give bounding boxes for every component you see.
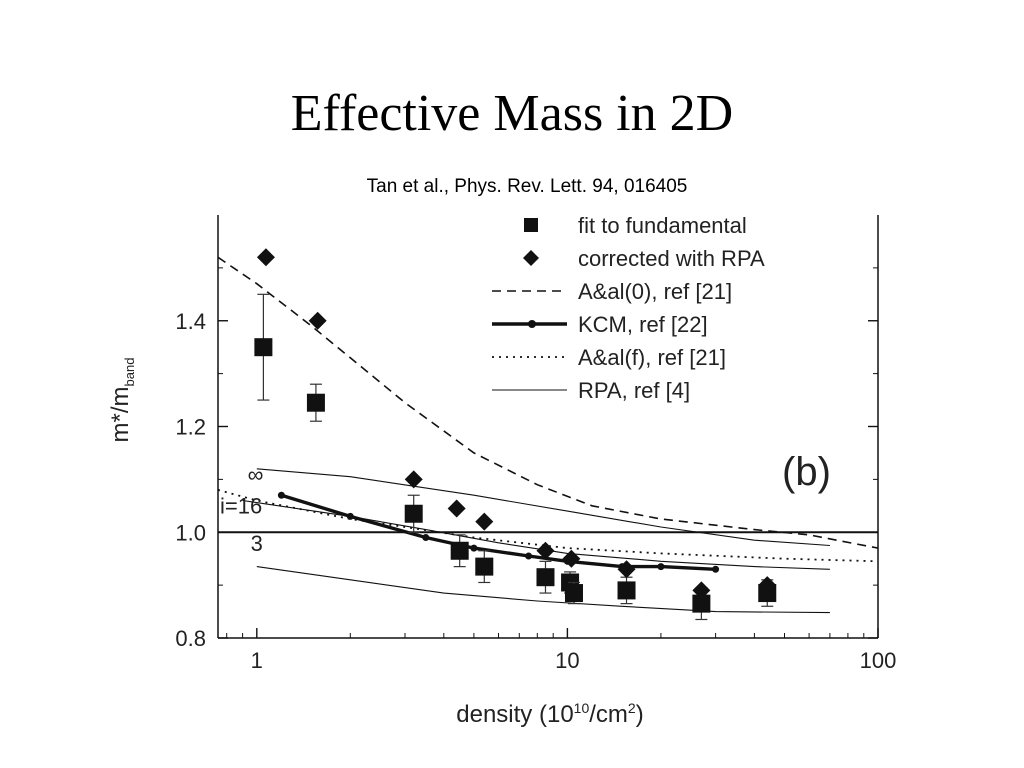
series-point-corrected-with-rpa [758, 576, 777, 595]
series-point-corrected-with-rpa [404, 470, 423, 489]
y-axis-label-sub: band [122, 358, 137, 387]
series-point-fit-to-fundamental [254, 338, 273, 357]
series-point-fit-to-fundamental [564, 584, 583, 603]
legend-label: KCM, ref [22] [578, 312, 708, 337]
legend-swatch-marker [528, 320, 536, 328]
y-tick-label: 0.8 [175, 626, 206, 651]
x-axis-label: density (1010/cm2) [456, 700, 643, 728]
x-axis-label-sup: 10 [574, 700, 590, 716]
x-axis-label-part: /cm [589, 701, 628, 728]
series-point-kcm-ref-22 [422, 534, 430, 542]
y-tick-label: 1.0 [175, 520, 206, 545]
series-point-fit-to-fundamental [536, 568, 555, 587]
series-point-kcm-ref-22 [277, 491, 285, 499]
slide-title: Effective Mass in 2D [290, 85, 734, 142]
series-line-rpa-ref-4 [242, 499, 830, 570]
series-point-fit-to-fundamental [404, 504, 423, 523]
legend-swatch [523, 250, 539, 266]
legend-entry: KCM, ref [22] [492, 312, 708, 337]
legend-label: fit to fundamental [578, 213, 747, 238]
x-axis-label-part: ) [636, 701, 644, 728]
series-point-fit-to-fundamental [692, 594, 711, 613]
series-point-corrected-with-rpa [308, 311, 327, 330]
series-point-corrected-with-rpa [562, 549, 581, 568]
x-tick-label: 100 [860, 648, 897, 673]
series-point-corrected-with-rpa [256, 248, 275, 267]
series-point-kcm-ref-22 [525, 552, 533, 560]
series-point-corrected-with-rpa [536, 541, 555, 560]
series-point-fit-to-fundamental [617, 581, 636, 600]
x-tick-label: 10 [555, 648, 579, 673]
series-point-corrected-with-rpa [475, 512, 494, 531]
legend-swatch [524, 218, 538, 232]
series-point-corrected-with-rpa [617, 560, 636, 579]
legend-entry: corrected with RPA [523, 246, 765, 271]
series-line-rpa-ref-4 [256, 468, 830, 547]
series-point-corrected-with-rpa [447, 499, 466, 518]
y-axis-label-part: m*/m [107, 386, 134, 442]
series-point-corrected-with-rpa [692, 581, 711, 600]
legend-entry: RPA, ref [4] [492, 378, 690, 403]
series-point-fit-to-fundamental [306, 393, 325, 412]
series-point-kcm-ref-22 [470, 544, 478, 552]
x-axis-label-part: density (10 [456, 701, 573, 728]
series-point-kcm-ref-22 [712, 565, 720, 573]
legend-entry: A&al(0), ref [21] [492, 279, 732, 304]
citation: Tan et al., Phys. Rev. Lett. 94, 016405 [366, 176, 688, 197]
curve-label: ∞ [248, 462, 264, 487]
legend-label: A&al(0), ref [21] [578, 279, 732, 304]
series-point-fit-to-fundamental [475, 557, 494, 576]
legend-label: A&al(f), ref [21] [578, 345, 726, 370]
y-tick-label: 1.2 [175, 415, 206, 440]
legend-entry: fit to fundamental [524, 213, 747, 238]
x-axis-label-sup: 2 [628, 700, 636, 716]
panel-label: (b) [782, 450, 831, 494]
x-tick-label: 1 [251, 648, 263, 673]
y-tick-label: 1.4 [175, 309, 206, 334]
legend-label: corrected with RPA [578, 246, 765, 271]
y-axis-label: m*/mband [107, 358, 137, 443]
curve-label: 3 [251, 531, 263, 556]
legend-entry: A&al(f), ref [21] [492, 345, 726, 370]
legend-label: RPA, ref [4] [578, 378, 690, 403]
series-point-fit-to-fundamental [450, 541, 469, 560]
curve-label: i=16 [220, 494, 262, 519]
series-point-kcm-ref-22 [657, 563, 665, 571]
series-line-rpa-ref-4 [256, 566, 830, 614]
